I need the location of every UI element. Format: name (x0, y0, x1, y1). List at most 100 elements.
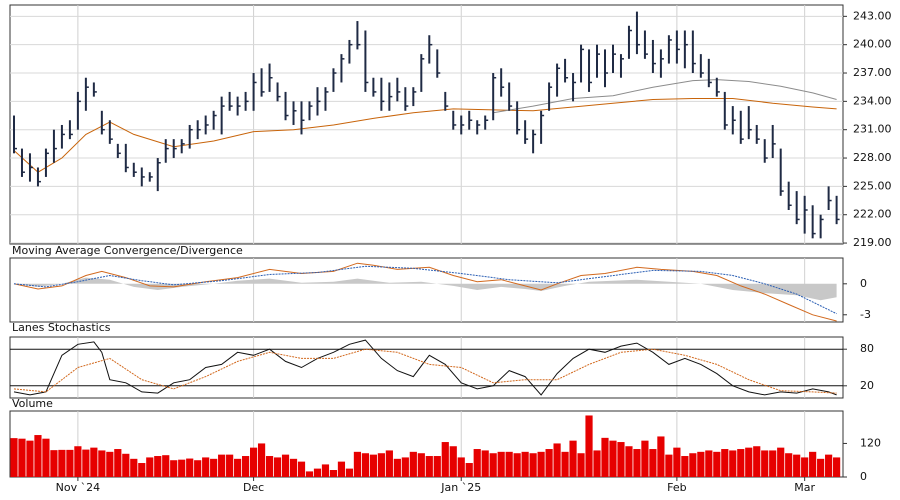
y-tick-label: 222.00 (853, 208, 892, 221)
volume-bar (833, 457, 841, 477)
volume-bar (777, 447, 785, 477)
volume-bar (665, 454, 673, 477)
volume-bar (753, 446, 761, 477)
volume-bar (489, 453, 497, 477)
macd-line (13, 265, 837, 315)
volume-bar (577, 453, 585, 477)
volume-bar (170, 460, 178, 477)
volume-bar (569, 440, 577, 477)
volume-bar (465, 463, 473, 477)
volume-bar (481, 450, 489, 477)
volume-bar (281, 454, 290, 477)
y-tick-label: 80 (860, 342, 874, 355)
macd-title: Moving Average Convergence/Divergence (12, 244, 243, 257)
volume-bar (249, 447, 258, 477)
volume-bar (713, 451, 721, 477)
volume-bar (58, 449, 66, 477)
y-tick-label: 240.00 (853, 38, 892, 51)
volume-bar (633, 449, 641, 477)
volume-bar (146, 457, 154, 477)
volume-bar (705, 450, 713, 477)
volume-bar (409, 451, 417, 477)
y-tick-label: 0 (860, 277, 867, 290)
volume-bar (34, 435, 42, 477)
x-tick-label: Feb (667, 481, 686, 494)
volume-bar (497, 451, 505, 477)
y-tick-label: -3 (860, 308, 871, 321)
volume-bar (226, 454, 234, 477)
volume-bar (82, 449, 90, 477)
y-tick-label: 243.00 (853, 9, 892, 22)
volume-bar (353, 451, 362, 477)
volume-bar (681, 456, 689, 477)
volume-bar (178, 459, 186, 477)
volume-bar (305, 471, 314, 477)
volume-bar (769, 450, 777, 477)
volume-bar (825, 454, 833, 477)
volume-bar (449, 446, 457, 477)
volume-bar (697, 451, 705, 477)
volume-bar (521, 451, 529, 477)
y-tick-label: 231.00 (853, 123, 892, 136)
y-tick-label: 228.00 (853, 151, 892, 164)
y-tick-label: 225.00 (853, 179, 892, 192)
volume-bar (785, 453, 793, 477)
volume-bar (553, 443, 561, 477)
volume-bar (130, 458, 138, 477)
volume-bar (385, 450, 393, 477)
panel-frame (9, 257, 844, 323)
volume-bar (186, 458, 194, 477)
y-tick-label: 0 (860, 470, 867, 483)
volume-bar (673, 447, 681, 477)
volume-bar (377, 453, 385, 477)
volume-bar (625, 446, 633, 477)
volume-bar (793, 454, 801, 477)
panel-frame (9, 336, 844, 399)
volume-bar (313, 468, 322, 477)
y-tick-label: 237.00 (853, 66, 892, 79)
x-tick-label: Nov `24 (56, 481, 100, 494)
y-tick-label: 219.00 (853, 236, 892, 249)
volume-bar (729, 450, 737, 477)
stoch-line (13, 348, 837, 394)
x-tick-label: Dec (243, 481, 264, 494)
volume-bar (234, 458, 242, 477)
volume-bar (122, 453, 130, 477)
volume-bar (273, 457, 282, 477)
volume-bar (737, 449, 745, 477)
y-tick-label: 234.00 (853, 94, 892, 107)
volume-bar (433, 456, 441, 477)
volume-bar (417, 453, 425, 477)
moving-average (493, 79, 837, 114)
volume-bar (329, 470, 338, 477)
volume-bar (529, 453, 537, 477)
macd-histogram (14, 277, 837, 301)
volume-bar (649, 449, 657, 477)
volume-bar (809, 451, 817, 477)
volume-bar (689, 453, 697, 477)
volume-bar (721, 449, 729, 477)
volume-bar (106, 451, 114, 477)
stoch-line (13, 339, 837, 396)
volume-bar (66, 449, 74, 477)
volume-bar (441, 442, 449, 477)
volume-bar (210, 458, 218, 477)
volume-bar (337, 461, 346, 477)
volume-bar (42, 438, 50, 477)
volume-bar (194, 460, 202, 477)
volume-bar (593, 450, 601, 477)
volume-bar (26, 440, 34, 477)
volume-bar (561, 451, 569, 477)
volume-bar (138, 463, 146, 477)
volume-bar (10, 438, 18, 477)
volume-bar (18, 438, 26, 477)
volume-bar (321, 464, 330, 477)
volume-bar (817, 458, 825, 477)
y-tick-label: 120 (860, 436, 881, 449)
panel-frame (9, 4, 844, 245)
volume-bar (801, 457, 809, 477)
volume-bar (601, 437, 609, 477)
stoch-title: Lanes Stochastics (12, 321, 111, 334)
volume-bar (218, 454, 226, 477)
